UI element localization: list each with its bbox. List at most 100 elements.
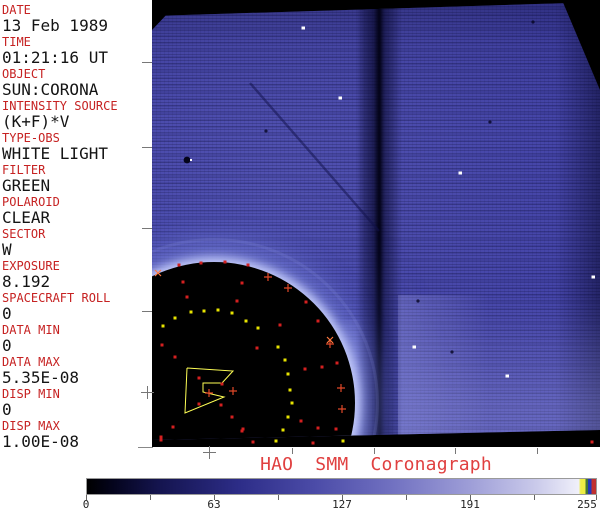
metadata-field: DATA MAX 5.35E-08: [2, 355, 152, 387]
colorbar-tick: [214, 495, 215, 500]
red-marker-dot: [246, 263, 250, 267]
yellow-marker-dot: [290, 401, 294, 405]
dark-speck: [531, 20, 535, 24]
field-value: (K+F)*V: [2, 112, 70, 131]
bottom-axis-tick: [537, 448, 538, 454]
red-marker-dot: [197, 376, 201, 380]
field-value: 0: [2, 304, 12, 323]
field-label: FILTER: [2, 163, 46, 177]
dark-spot: [183, 156, 191, 164]
red-plus-marker: [337, 384, 345, 392]
red-marker-dot: [334, 427, 338, 431]
colorbar-tick: [406, 495, 407, 500]
field-label: SECTOR: [2, 227, 46, 241]
metadata-sidebar: DATE 13 Feb 1989 TIME 01:21:16 UT OBJECT SUN:…: [0, 0, 152, 455]
field-label: EXPOSURE: [2, 259, 60, 273]
image-title: HAO SMM Coronagraph: [260, 454, 492, 475]
red-plus-marker: [284, 284, 292, 292]
bottom-axis-tick: [455, 448, 456, 454]
yellow-marker-dot: [286, 372, 290, 376]
bright-spot: [412, 345, 416, 349]
dark-speck: [450, 350, 454, 354]
coronagraph-image-panel: [152, 0, 600, 447]
red-marker-dot: [240, 429, 244, 433]
red-plus-marker: [205, 389, 213, 397]
yellow-marker-dot: [216, 308, 220, 312]
metadata-field: TYPE-OBS WHITE LIGHT: [2, 131, 152, 163]
yellow-marker-dot: [341, 439, 345, 443]
colorbar-tick-label: 127: [332, 498, 352, 511]
colorbar-tick: [86, 495, 87, 500]
red-marker-dot: [316, 426, 320, 430]
field-label: POLAROID: [2, 195, 60, 209]
dark-speck: [416, 299, 420, 303]
red-marker-dot: [278, 323, 282, 327]
red-marker-dot: [160, 343, 164, 347]
metadata-field: INTENSITY SOURCE (K+F)*V: [2, 99, 152, 131]
yellow-marker-dot: [276, 345, 280, 349]
yellow-marker-dot: [161, 324, 165, 328]
red-marker-dot: [220, 382, 224, 386]
metadata-field: TIME 01:21:16 UT: [2, 35, 152, 67]
metadata-field: SPACECRAFT ROLL 0: [2, 291, 152, 323]
red-plus-marker: [229, 387, 237, 395]
colorbar-tick: [596, 495, 597, 500]
bright-spot: [505, 374, 509, 378]
colorbar-tick: [534, 495, 535, 500]
yellow-marker-dot: [274, 439, 278, 443]
red-marker-dot: [173, 355, 177, 359]
field-label: DISP MIN: [2, 387, 60, 401]
red-marker-dot: [320, 365, 324, 369]
red-plus-marker: [264, 273, 272, 281]
field-value: GREEN: [2, 176, 51, 195]
field-value: WHITE LIGHT: [2, 144, 108, 163]
bottom-axis-tick: [292, 448, 293, 454]
field-value: 8.192: [2, 272, 51, 291]
dark-speck: [264, 129, 268, 133]
yellow-marker-dot: [281, 428, 285, 432]
yellow-marker-dot: [173, 316, 177, 320]
field-value: 13 Feb 1989: [2, 16, 108, 35]
metadata-field: POLAROID CLEAR: [2, 195, 152, 227]
yellow-marker-dot: [230, 311, 234, 315]
yellow-marker-dot: [286, 415, 290, 419]
red-marker-dot: [219, 403, 223, 407]
field-value: 5.35E-08: [2, 368, 80, 387]
yellow-marker-dot: [256, 326, 260, 330]
bright-spot: [458, 171, 462, 175]
field-value: 0: [2, 336, 12, 355]
left-plus-fiducial: [147, 386, 148, 399]
bright-spot: [338, 96, 342, 100]
colorbar-tick-label: 191: [460, 498, 480, 511]
red-marker-dot: [159, 435, 163, 439]
red-marker-dot: [185, 295, 189, 299]
red-x-marker: [326, 336, 334, 344]
field-value: SUN:CORONA: [2, 80, 99, 99]
bright-spot: [591, 275, 595, 279]
lower-right-brightness: [398, 295, 600, 440]
red-marker-dot: [171, 425, 175, 429]
yellow-marker-dot: [283, 358, 287, 362]
metadata-field: DISP MIN 0: [2, 387, 152, 419]
red-marker-dot: [335, 361, 339, 365]
bright-pixel: [190, 159, 192, 161]
metadata-field: DATA MIN 0: [2, 323, 152, 355]
red-plus-marker: [326, 340, 334, 348]
field-value: 01:21:16 UT: [2, 48, 108, 67]
red-marker-dot: [255, 346, 259, 350]
field-label: DATA MIN: [2, 323, 60, 337]
field-label: INTENSITY SOURCE: [2, 99, 118, 113]
red-marker-dot: [299, 419, 303, 423]
field-value: CLEAR: [2, 208, 51, 227]
field-value: W: [2, 240, 12, 259]
red-plus-marker: [338, 405, 346, 413]
bottom-axis-tick: [374, 448, 375, 454]
field-label: DATA MAX: [2, 355, 60, 369]
left-axis-tick: [142, 62, 152, 63]
red-x-marker: [154, 269, 162, 277]
yellow-marker-dot: [202, 309, 206, 313]
yellow-marker-dot: [288, 388, 292, 392]
metadata-field: DISP MAX 1.00E-08: [2, 419, 152, 451]
colorbar-tick: [342, 495, 343, 500]
